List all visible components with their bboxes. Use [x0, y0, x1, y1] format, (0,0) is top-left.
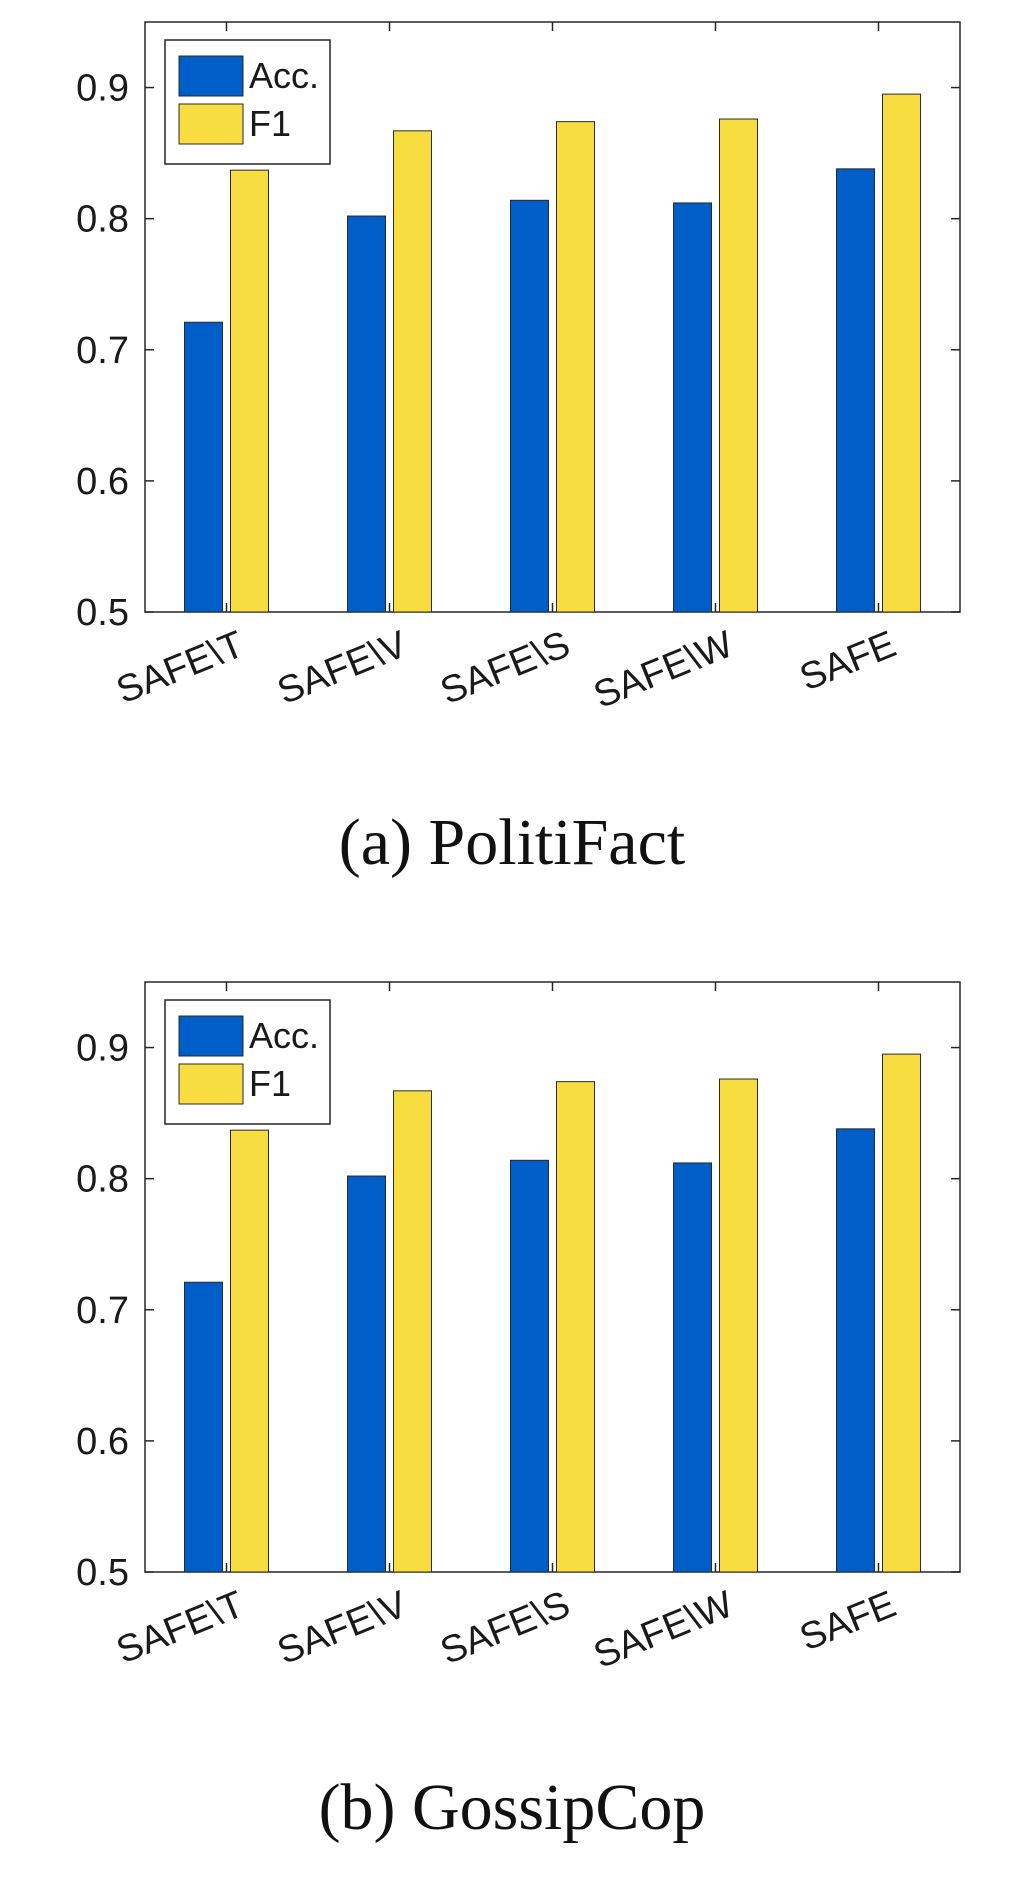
bar-acc: [836, 168, 875, 613]
bar-acc: [836, 1128, 875, 1573]
x-tick-label: SAFE\W: [588, 623, 739, 717]
legend: Acc. F1: [164, 39, 331, 165]
legend-label: Acc.: [249, 55, 319, 96]
y-tick-label: 0.5: [76, 592, 129, 634]
y-tick-label: 0.8: [76, 1159, 129, 1201]
bar-f1: [719, 1078, 758, 1573]
y-tick-label: 0.7: [76, 1290, 129, 1332]
bar-f1: [556, 1081, 595, 1573]
bar-acc: [510, 1159, 549, 1573]
legend-label: Acc.: [249, 1015, 319, 1056]
bar-acc: [510, 199, 549, 613]
x-tick-label: SAFE: [794, 623, 902, 699]
bar-acc: [347, 215, 386, 613]
x-tick-label: SAFE\V: [272, 1583, 414, 1673]
chart-gossipcop: 0.5 0.6 0.7 0.8 0.9 SAFE\T SAFE\V SAFE\S SAFE\W S…: [76, 981, 961, 1677]
x-tick-label: SAFE\S: [435, 623, 576, 713]
legend-swatch: [178, 55, 244, 97]
legend-label: F1: [249, 103, 291, 144]
y-tick-label: 0.9: [76, 68, 129, 110]
y-tick-label: 0.8: [76, 199, 129, 241]
legend-swatch: [178, 1063, 244, 1105]
bar-f1: [719, 118, 758, 613]
y-tick-label: 0.9: [76, 1028, 129, 1070]
bar-acc: [184, 1281, 223, 1573]
bar-acc: [184, 321, 223, 613]
caption-politifact: (a) PolitiFact: [338, 806, 686, 879]
x-tick-label: SAFE\T: [111, 1583, 250, 1672]
y-tick-label: 0.6: [76, 1421, 129, 1463]
bar-f1: [882, 93, 921, 613]
y-tick-label: 0.5: [76, 1552, 129, 1594]
legend: Acc. F1: [164, 999, 331, 1125]
bar-f1: [882, 1053, 921, 1573]
legend-swatch: [178, 1015, 244, 1057]
bar-f1: [393, 130, 432, 613]
chart-politifact: 0.5 0.6 0.7 0.8 0.9 SAFE\T SAFE\V SAFE\S SAFE\W S…: [76, 21, 961, 717]
x-tick-label: SAFE\V: [272, 623, 414, 713]
bar-acc: [673, 1162, 712, 1573]
legend-swatch: [178, 103, 244, 145]
legend-label: F1: [249, 1063, 291, 1104]
bar-f1: [393, 1090, 432, 1573]
caption-gossipcop: (b) GossipCop: [318, 1771, 706, 1844]
bar-acc: [673, 202, 712, 613]
x-tick-label: SAFE: [794, 1583, 902, 1659]
bar-f1: [230, 169, 269, 613]
y-tick-label: 0.7: [76, 330, 129, 372]
bar-f1: [230, 1129, 269, 1573]
bar-acc: [347, 1175, 386, 1573]
x-tick-label: SAFE\S: [435, 1583, 576, 1673]
x-tick-label: SAFE\T: [111, 623, 250, 712]
y-tick-label: 0.6: [76, 461, 129, 503]
x-tick-label: SAFE\W: [588, 1583, 739, 1677]
bar-f1: [556, 121, 595, 613]
